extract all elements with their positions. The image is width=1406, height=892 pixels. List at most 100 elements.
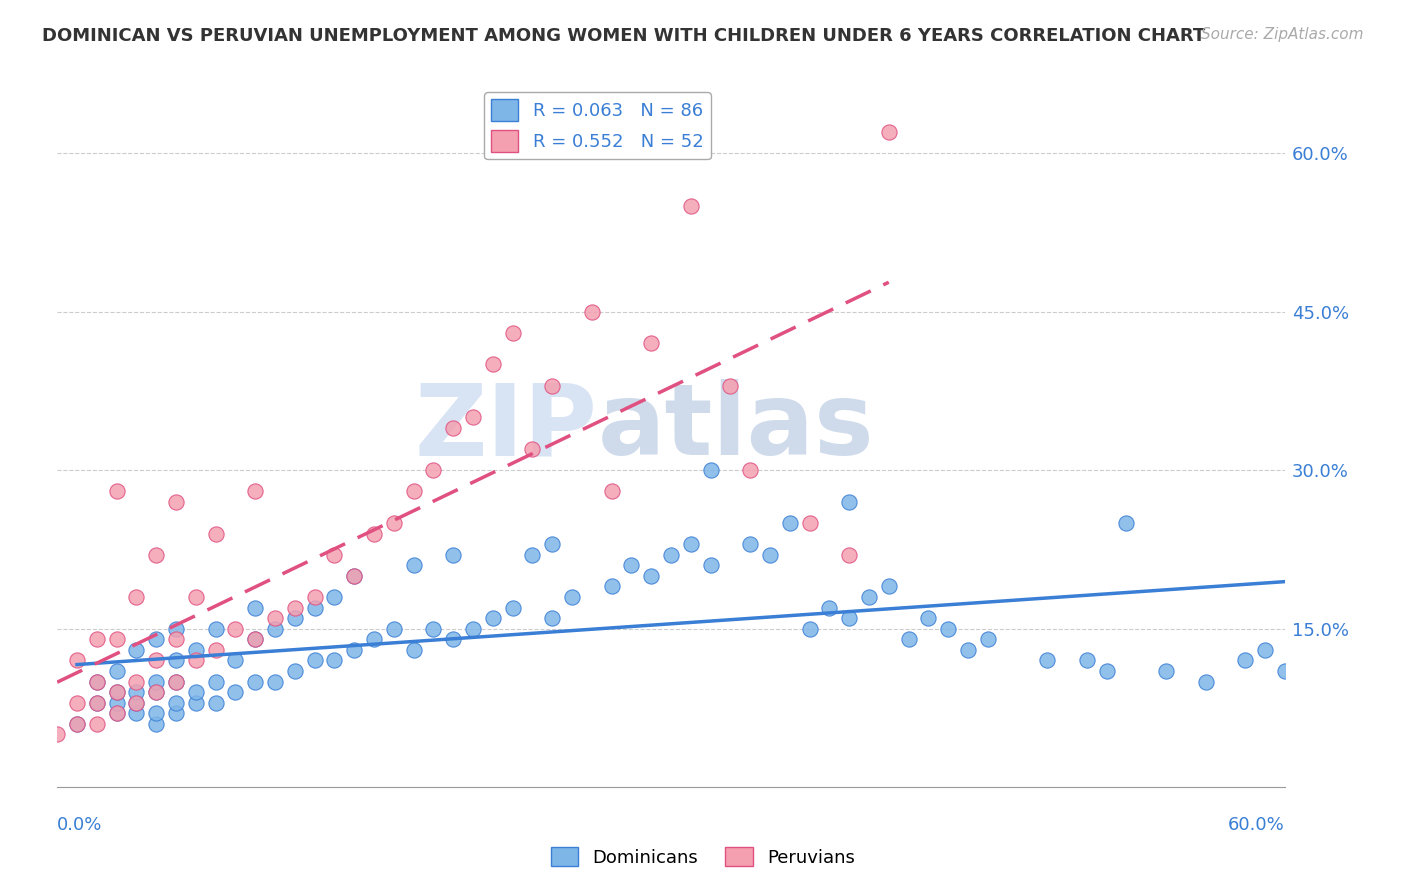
Point xyxy=(184,653,207,667)
Point xyxy=(224,653,246,667)
Point xyxy=(105,696,128,710)
Point xyxy=(204,622,226,636)
Point xyxy=(165,674,187,689)
Point xyxy=(1154,664,1177,678)
Point xyxy=(1095,664,1118,678)
Point xyxy=(165,706,187,721)
Point xyxy=(184,685,207,699)
Point xyxy=(1274,664,1296,678)
Point xyxy=(323,548,346,562)
Point xyxy=(125,685,148,699)
Point xyxy=(204,642,226,657)
Point xyxy=(243,600,266,615)
Point xyxy=(699,463,721,477)
Point xyxy=(243,632,266,647)
Point xyxy=(740,537,762,551)
Point xyxy=(481,358,503,372)
Legend: R = 0.063   N = 86, R = 0.552   N = 52: R = 0.063 N = 86, R = 0.552 N = 52 xyxy=(484,92,710,160)
Point xyxy=(718,378,741,392)
Point xyxy=(184,696,207,710)
Point xyxy=(66,696,89,710)
Point xyxy=(204,674,226,689)
Point xyxy=(659,548,682,562)
Point xyxy=(243,632,266,647)
Point xyxy=(799,622,821,636)
Point xyxy=(679,537,702,551)
Point xyxy=(304,653,326,667)
Point xyxy=(600,484,623,499)
Point xyxy=(640,569,662,583)
Point xyxy=(441,548,464,562)
Point xyxy=(86,674,108,689)
Point xyxy=(145,674,167,689)
Point xyxy=(1234,653,1257,667)
Point xyxy=(323,653,346,667)
Point xyxy=(600,579,623,593)
Point xyxy=(165,622,187,636)
Text: 0.0%: 0.0% xyxy=(58,816,103,834)
Point xyxy=(204,526,226,541)
Point xyxy=(838,495,860,509)
Point xyxy=(522,442,544,456)
Point xyxy=(66,653,89,667)
Point xyxy=(145,632,167,647)
Point xyxy=(936,622,959,636)
Point xyxy=(184,590,207,604)
Point xyxy=(818,600,841,615)
Point xyxy=(838,548,860,562)
Point xyxy=(105,706,128,721)
Point xyxy=(66,716,89,731)
Point xyxy=(86,674,108,689)
Point xyxy=(779,516,801,530)
Point xyxy=(461,622,484,636)
Point xyxy=(243,484,266,499)
Point xyxy=(343,642,366,657)
Point xyxy=(165,632,187,647)
Point xyxy=(402,558,425,573)
Point xyxy=(145,685,167,699)
Point xyxy=(502,600,524,615)
Point xyxy=(86,696,108,710)
Point xyxy=(165,696,187,710)
Point xyxy=(145,653,167,667)
Point xyxy=(264,611,287,625)
Point xyxy=(481,611,503,625)
Point xyxy=(284,600,307,615)
Point xyxy=(343,569,366,583)
Point xyxy=(502,326,524,340)
Point xyxy=(1036,653,1059,667)
Point xyxy=(105,632,128,647)
Point xyxy=(561,590,583,604)
Point xyxy=(125,642,148,657)
Point xyxy=(541,611,564,625)
Point xyxy=(125,706,148,721)
Point xyxy=(877,579,900,593)
Point xyxy=(422,463,444,477)
Point xyxy=(522,548,544,562)
Point xyxy=(145,706,167,721)
Point xyxy=(105,685,128,699)
Point xyxy=(363,632,385,647)
Text: DOMINICAN VS PERUVIAN UNEMPLOYMENT AMONG WOMEN WITH CHILDREN UNDER 6 YEARS CORRE: DOMINICAN VS PERUVIAN UNEMPLOYMENT AMONG… xyxy=(42,27,1205,45)
Legend: Dominicans, Peruvians: Dominicans, Peruvians xyxy=(544,840,862,874)
Point xyxy=(977,632,1000,647)
Point xyxy=(343,569,366,583)
Point xyxy=(1254,642,1277,657)
Point xyxy=(105,664,128,678)
Point xyxy=(125,674,148,689)
Point xyxy=(679,199,702,213)
Point xyxy=(304,600,326,615)
Text: atlas: atlas xyxy=(598,379,875,476)
Point xyxy=(1194,674,1216,689)
Point xyxy=(1076,653,1098,667)
Point xyxy=(699,558,721,573)
Point xyxy=(284,611,307,625)
Point xyxy=(66,716,89,731)
Point xyxy=(125,696,148,710)
Point xyxy=(740,463,762,477)
Point xyxy=(86,696,108,710)
Point xyxy=(917,611,939,625)
Point xyxy=(264,622,287,636)
Point xyxy=(402,642,425,657)
Point xyxy=(105,706,128,721)
